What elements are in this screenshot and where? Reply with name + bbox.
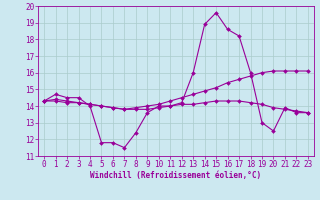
- X-axis label: Windchill (Refroidissement éolien,°C): Windchill (Refroidissement éolien,°C): [91, 171, 261, 180]
